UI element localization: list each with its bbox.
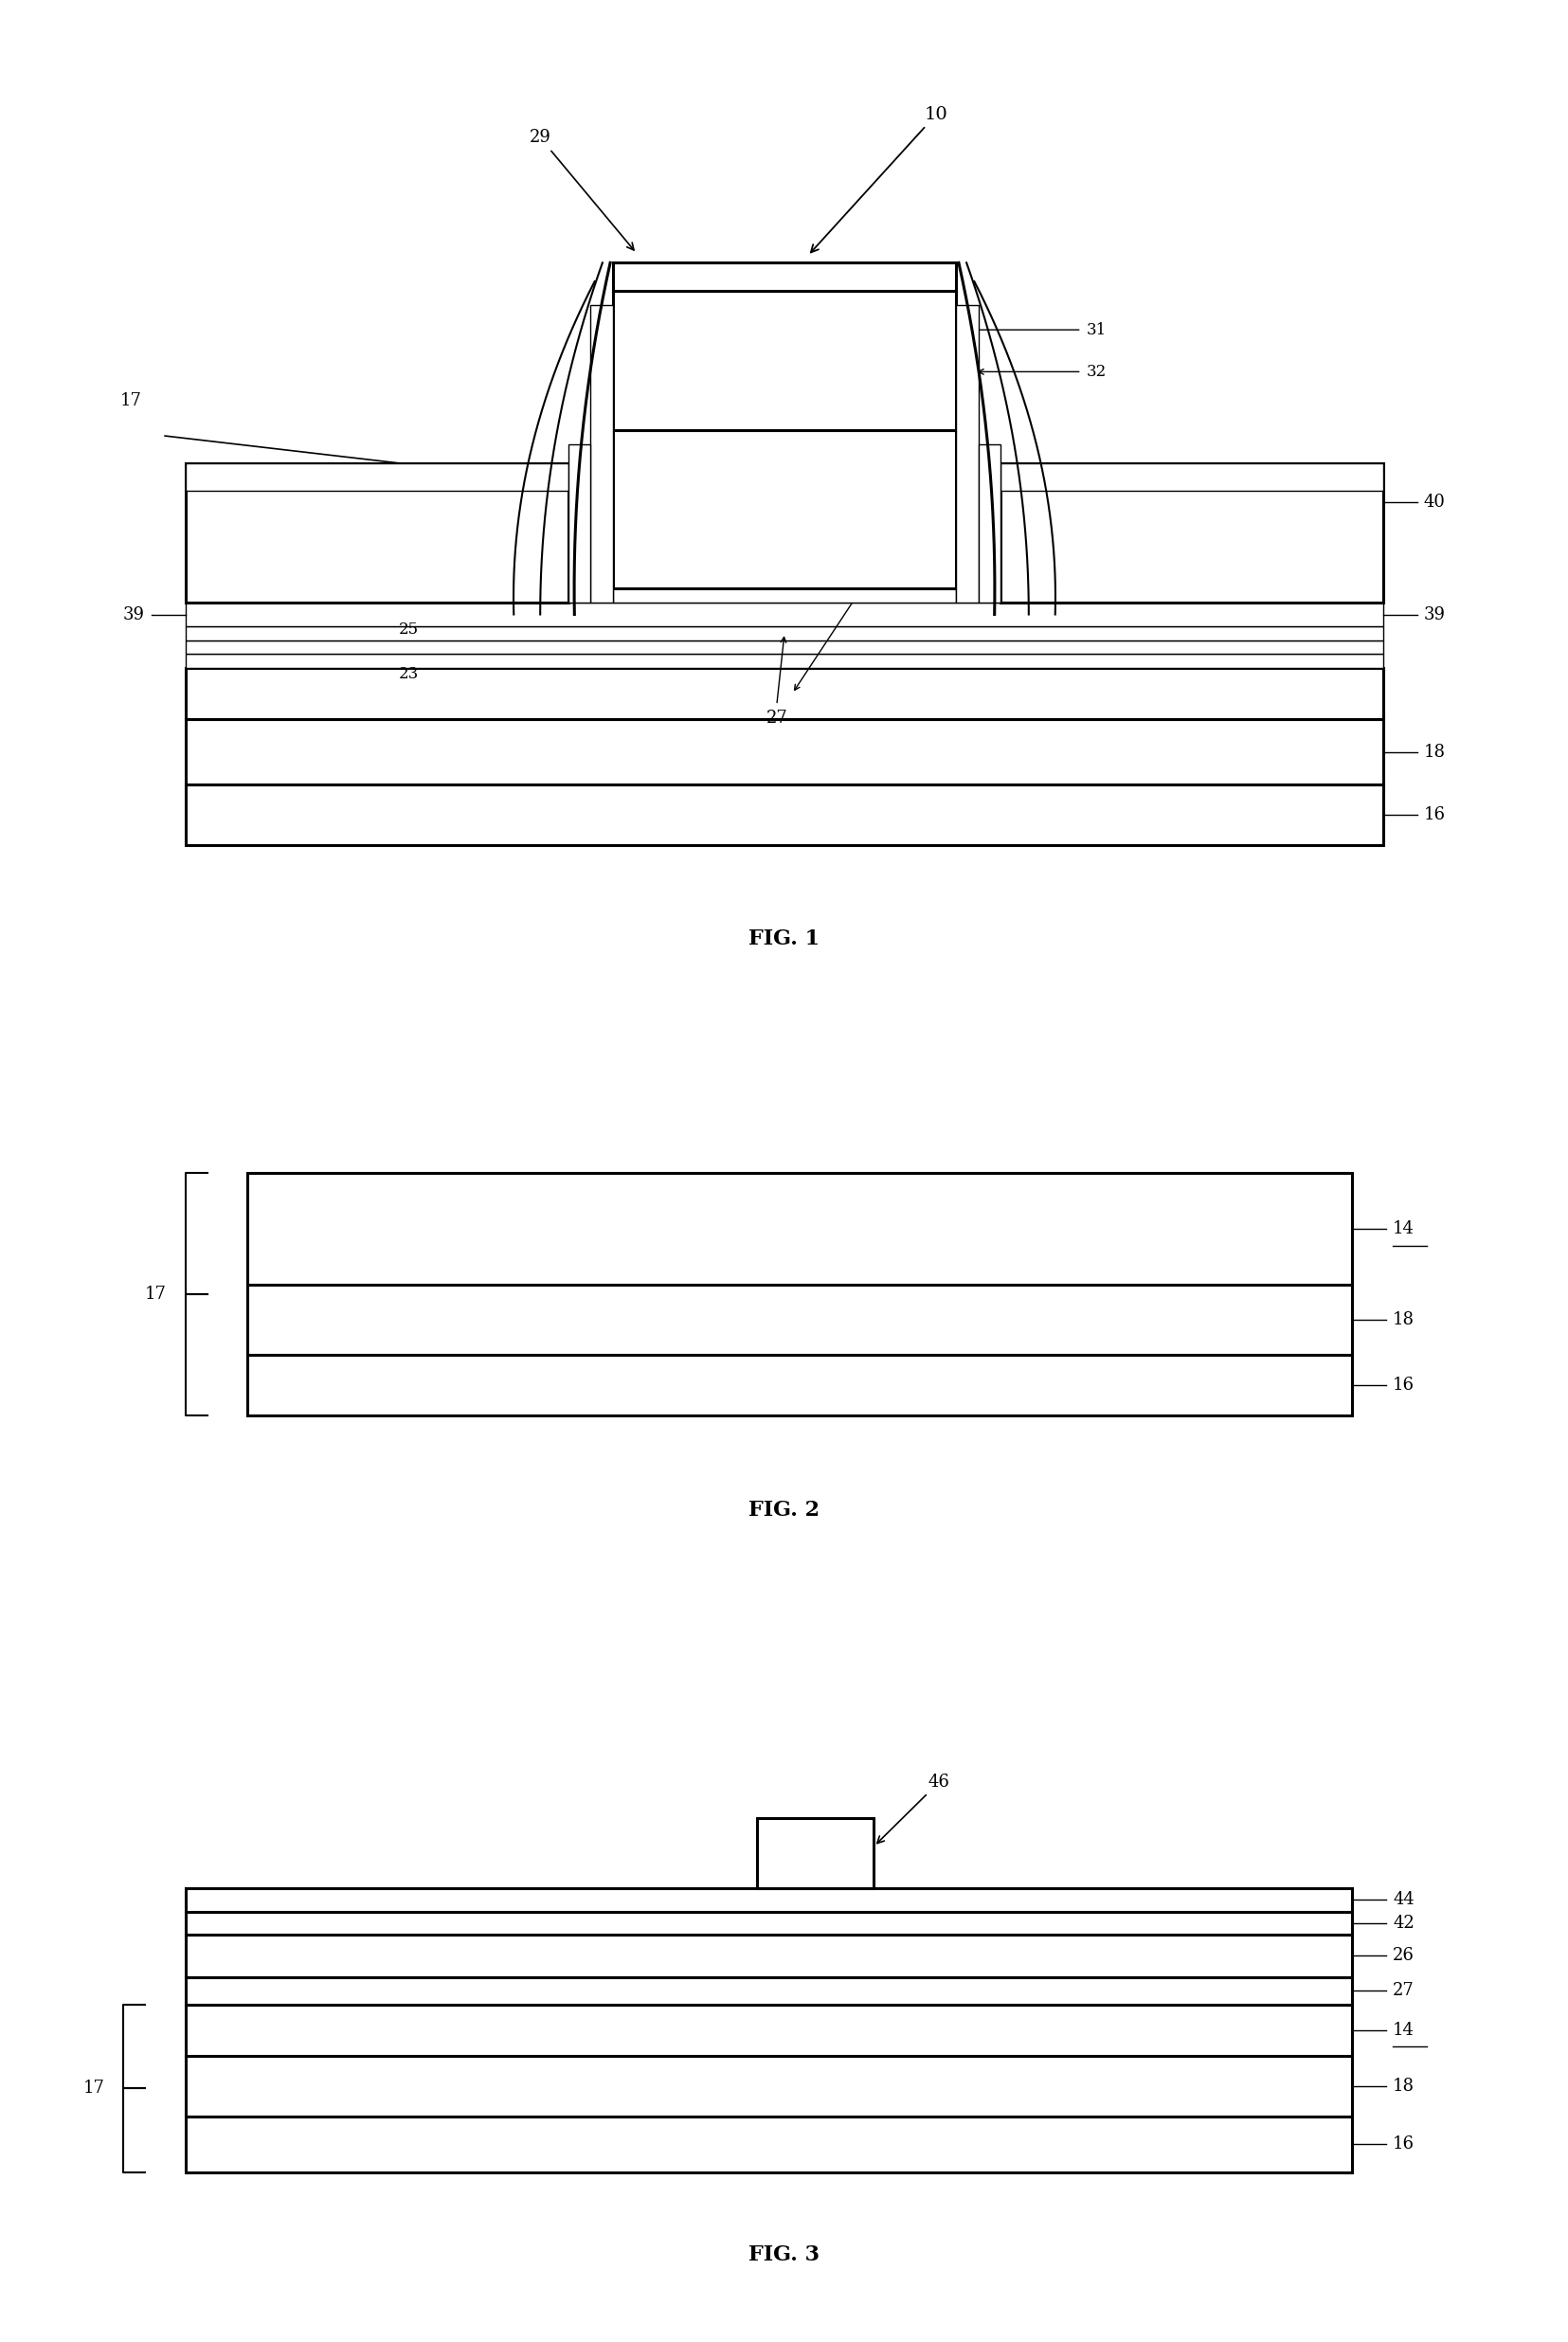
- Bar: [248, 1173, 1352, 1286]
- Bar: [185, 1934, 1352, 1977]
- Bar: [613, 431, 955, 588]
- Bar: [613, 290, 955, 431]
- Text: 27: 27: [1392, 1981, 1413, 2000]
- Text: 44: 44: [1392, 1892, 1413, 1909]
- Text: 17: 17: [83, 2080, 105, 2096]
- Text: 46: 46: [877, 1773, 950, 1843]
- Bar: [590, 304, 613, 602]
- Bar: [1000, 464, 1383, 602]
- Bar: [185, 719, 1383, 785]
- Bar: [978, 445, 1000, 602]
- Bar: [185, 2117, 1352, 2173]
- Text: 39: 39: [1424, 607, 1444, 623]
- Text: 18: 18: [1392, 2077, 1414, 2094]
- Bar: [185, 667, 1383, 719]
- Bar: [185, 1911, 1352, 1934]
- Bar: [757, 1817, 873, 1888]
- Bar: [613, 262, 955, 290]
- Text: 23: 23: [398, 665, 419, 682]
- Text: 40: 40: [1424, 494, 1444, 511]
- Bar: [185, 653, 1383, 667]
- Text: 39: 39: [124, 607, 144, 623]
- Bar: [1000, 464, 1383, 492]
- Text: FIG. 1: FIG. 1: [748, 930, 820, 951]
- Bar: [185, 2056, 1352, 2117]
- Bar: [185, 785, 1383, 845]
- Text: 17: 17: [146, 1286, 166, 1302]
- Text: 17: 17: [121, 391, 141, 410]
- Text: 42: 42: [1392, 1916, 1413, 1932]
- Text: 27: 27: [765, 710, 787, 726]
- Text: 22: 22: [900, 529, 920, 546]
- Bar: [248, 1356, 1352, 1415]
- Text: 24: 24: [336, 541, 358, 557]
- Text: 26: 26: [1392, 1946, 1414, 1965]
- Text: FIG. 3: FIG. 3: [748, 2244, 820, 2265]
- Text: 32: 32: [1085, 363, 1105, 379]
- Text: 14: 14: [1392, 2021, 1414, 2040]
- Text: 18: 18: [1424, 742, 1444, 761]
- Bar: [185, 464, 568, 602]
- Bar: [185, 1888, 1352, 1911]
- Bar: [613, 588, 955, 602]
- Text: 14: 14: [1392, 1220, 1414, 1239]
- Bar: [185, 464, 568, 492]
- Bar: [185, 2005, 1352, 2056]
- Bar: [185, 639, 1383, 653]
- Bar: [185, 1977, 1352, 2005]
- Text: 28: 28: [773, 349, 795, 365]
- Text: 24: 24: [1149, 541, 1171, 557]
- Text: 10: 10: [811, 105, 947, 253]
- Text: 16: 16: [1392, 2136, 1414, 2152]
- Bar: [568, 445, 590, 602]
- Text: 14: 14: [920, 482, 941, 499]
- Text: 16: 16: [1392, 1377, 1414, 1393]
- Bar: [955, 304, 978, 602]
- Text: 29: 29: [528, 129, 633, 251]
- Bar: [248, 1286, 1352, 1356]
- Text: 18: 18: [1392, 1312, 1414, 1328]
- Text: 26: 26: [773, 499, 795, 515]
- Text: 34: 34: [1085, 478, 1105, 494]
- Text: 16: 16: [1424, 806, 1444, 824]
- Text: FIG. 2: FIG. 2: [748, 1499, 820, 1520]
- Text: 25: 25: [398, 621, 419, 637]
- Bar: [185, 625, 1383, 639]
- Text: 31: 31: [1085, 321, 1105, 337]
- Bar: [185, 602, 1383, 625]
